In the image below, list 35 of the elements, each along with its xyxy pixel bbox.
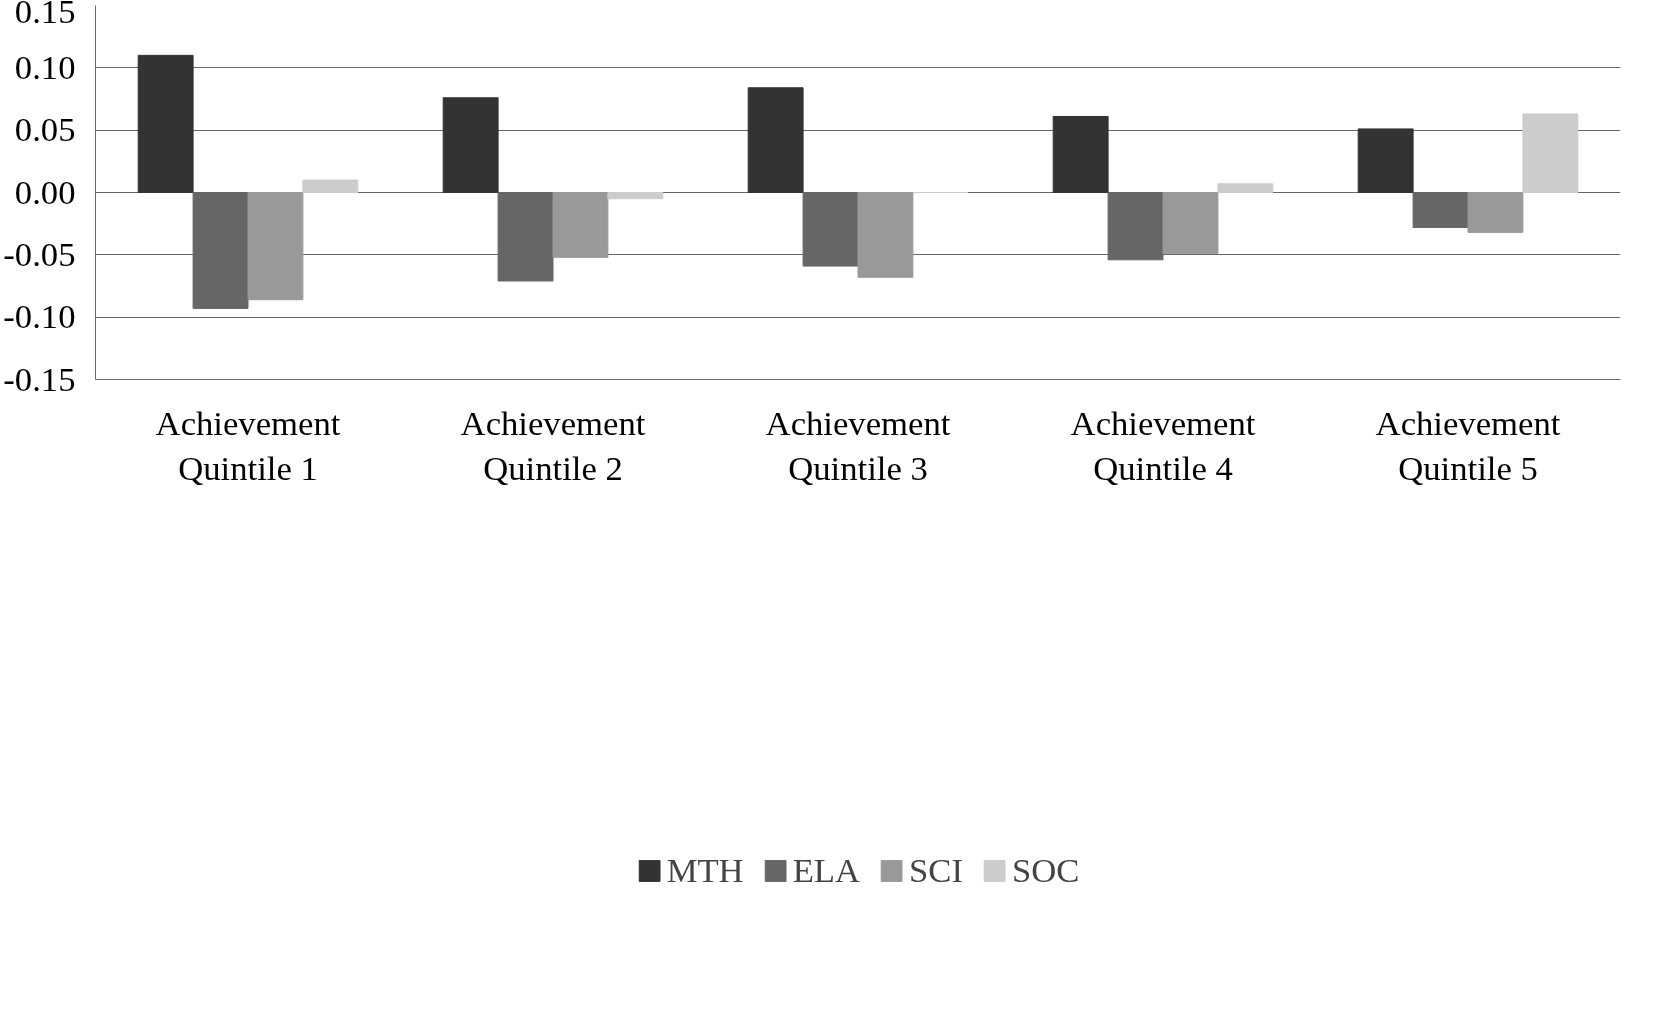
x-tick-label: Achievement Quintile 1 — [155, 403, 341, 488]
y-tick-label: -0.05 — [3, 234, 76, 273]
legend-label: SCI — [909, 850, 963, 890]
bar — [1052, 115, 1109, 193]
bar — [1522, 113, 1579, 193]
x-tick-label: Achievement Quintile 3 — [765, 403, 951, 488]
y-tick-label: -0.10 — [3, 297, 76, 336]
bar — [497, 192, 554, 282]
bar — [1467, 192, 1524, 233]
bar — [247, 192, 304, 301]
bar — [192, 192, 249, 309]
legend-label: MTH — [666, 850, 744, 890]
bar — [747, 87, 804, 193]
bar — [137, 54, 194, 193]
y-tick-label: 0.10 — [14, 47, 76, 86]
legend-label: SOC — [1011, 850, 1080, 890]
bar — [1217, 183, 1274, 193]
y-tick-label: -0.15 — [3, 359, 76, 398]
x-tick-label: Achievement Quintile 4 — [1070, 403, 1256, 488]
bar — [302, 179, 359, 193]
bar — [1107, 192, 1164, 261]
bar — [442, 97, 499, 193]
y-tick-label: 0.15 — [14, 0, 76, 30]
x-tick-label: Achievement Quintile 5 — [1375, 403, 1561, 488]
x-tick-label: Achievement Quintile 2 — [460, 403, 646, 488]
bar — [857, 192, 914, 278]
bar — [552, 192, 609, 258]
y-tick-label: 0.00 — [14, 172, 76, 211]
bar — [1357, 128, 1414, 193]
bar — [802, 192, 859, 267]
bar — [1162, 192, 1219, 255]
y-tick-label: 0.05 — [14, 110, 76, 149]
bar — [1412, 192, 1469, 228]
bar — [607, 192, 664, 200]
legend-label: ELA — [792, 850, 861, 890]
